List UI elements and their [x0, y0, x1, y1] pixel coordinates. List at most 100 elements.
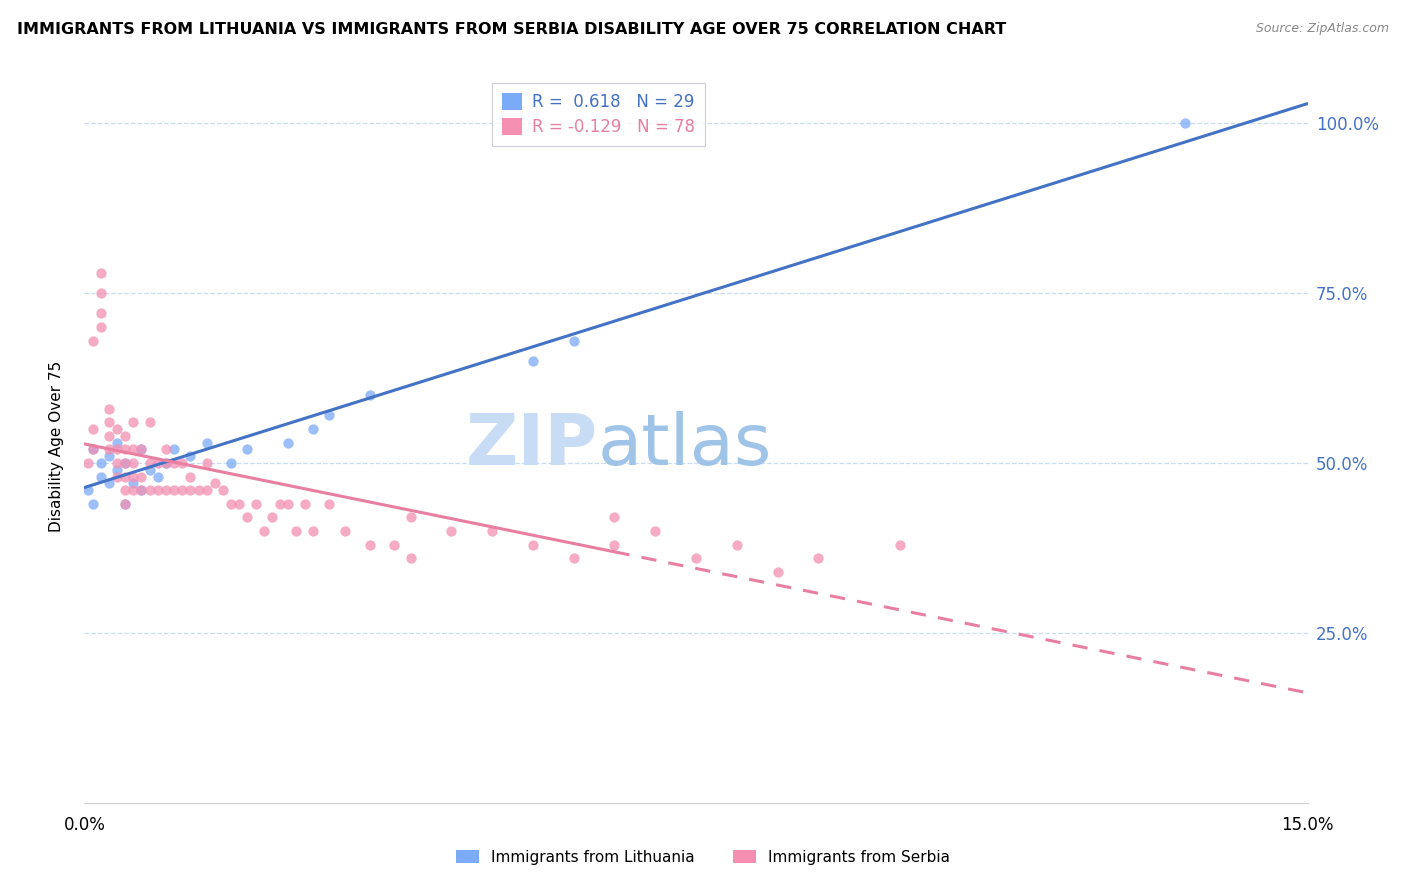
Point — [269, 497, 291, 511]
Point — [179, 449, 201, 463]
Point — [260, 510, 283, 524]
Point — [562, 551, 585, 566]
Point — [131, 442, 153, 457]
Point — [90, 306, 112, 320]
Point — [155, 483, 177, 498]
Point — [219, 497, 242, 511]
Point — [122, 415, 145, 429]
Point — [146, 456, 169, 470]
Point — [301, 422, 323, 436]
Point — [97, 449, 120, 463]
Point — [138, 415, 160, 429]
Point — [440, 524, 463, 538]
Point — [359, 388, 381, 402]
Point — [138, 456, 160, 470]
Point — [172, 483, 194, 498]
Point — [179, 483, 201, 498]
Point — [90, 469, 112, 483]
Point — [685, 551, 707, 566]
Point — [105, 422, 128, 436]
Point — [301, 524, 323, 538]
Point — [603, 537, 626, 551]
Point — [90, 456, 112, 470]
Point — [219, 456, 242, 470]
Point — [122, 442, 145, 457]
Point — [97, 415, 120, 429]
Point — [90, 266, 112, 280]
Point — [105, 442, 128, 457]
Point — [146, 469, 169, 483]
Point — [725, 537, 748, 551]
Point — [146, 483, 169, 498]
Point — [114, 497, 136, 511]
Legend: Immigrants from Lithuania, Immigrants from Serbia: Immigrants from Lithuania, Immigrants fr… — [450, 844, 956, 871]
Point — [97, 442, 120, 457]
Point — [195, 456, 218, 470]
Point — [114, 456, 136, 470]
Point — [131, 469, 153, 483]
Point — [562, 334, 585, 348]
Point — [163, 456, 186, 470]
Point — [522, 354, 544, 368]
Point — [131, 442, 153, 457]
Point — [382, 537, 405, 551]
Point — [522, 537, 544, 551]
Point — [236, 510, 259, 524]
Point — [105, 469, 128, 483]
Point — [155, 456, 177, 470]
Point — [163, 442, 186, 457]
Point — [114, 483, 136, 498]
Point — [603, 510, 626, 524]
Text: IMMIGRANTS FROM LITHUANIA VS IMMIGRANTS FROM SERBIA DISABILITY AGE OVER 75 CORRE: IMMIGRANTS FROM LITHUANIA VS IMMIGRANTS … — [17, 22, 1007, 37]
Point — [172, 456, 194, 470]
Point — [138, 463, 160, 477]
Point — [245, 497, 267, 511]
Point — [277, 497, 299, 511]
Point — [122, 476, 145, 491]
Point — [359, 537, 381, 551]
Point — [889, 537, 911, 551]
Point — [335, 524, 357, 538]
Point — [82, 497, 104, 511]
Point — [82, 422, 104, 436]
Point — [187, 483, 209, 498]
Point — [82, 442, 104, 457]
Point — [253, 524, 276, 538]
Point — [114, 442, 136, 457]
Text: ZIP: ZIP — [465, 411, 598, 481]
Point — [114, 469, 136, 483]
Text: Source: ZipAtlas.com: Source: ZipAtlas.com — [1256, 22, 1389, 36]
Point — [807, 551, 830, 566]
Point — [114, 429, 136, 443]
Point — [122, 469, 145, 483]
Point — [131, 483, 153, 498]
Point — [228, 497, 250, 511]
Text: atlas: atlas — [598, 411, 772, 481]
Point — [204, 476, 226, 491]
Point — [399, 510, 422, 524]
Point — [97, 429, 120, 443]
Point — [318, 409, 340, 423]
Point — [97, 401, 120, 416]
Point — [163, 483, 186, 498]
Point — [105, 456, 128, 470]
Point — [285, 524, 308, 538]
Point — [90, 320, 112, 334]
Point — [1174, 116, 1197, 130]
Point — [82, 442, 104, 457]
Point — [294, 497, 316, 511]
Point — [212, 483, 235, 498]
Point — [644, 524, 666, 538]
Point — [82, 334, 104, 348]
Point — [195, 483, 218, 498]
Point — [481, 524, 503, 538]
Point — [122, 483, 145, 498]
Point — [138, 483, 160, 498]
Point — [90, 286, 112, 301]
Point — [155, 456, 177, 470]
Point — [114, 456, 136, 470]
Point — [399, 551, 422, 566]
Point — [195, 435, 218, 450]
Point — [105, 435, 128, 450]
Point — [97, 476, 120, 491]
